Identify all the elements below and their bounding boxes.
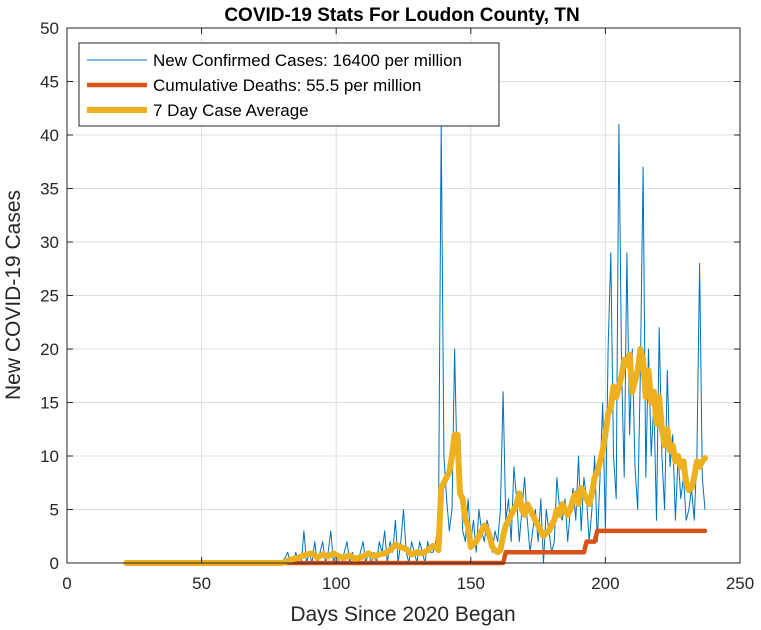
- x-tick-label: 100: [322, 574, 350, 593]
- x-tick-label: 250: [726, 574, 754, 593]
- y-tick-label: 20: [40, 340, 59, 359]
- legend-label-new-cases: New Confirmed Cases: 16400 per million: [153, 51, 462, 70]
- y-tick-label: 15: [40, 394, 59, 413]
- x-tick-label: 50: [192, 574, 211, 593]
- y-tick-label: 5: [50, 501, 59, 520]
- legend-label-deaths: Cumulative Deaths: 55.5 per million: [153, 76, 421, 95]
- y-tick-label: 40: [40, 126, 59, 145]
- plot-series: [123, 123, 708, 566]
- x-tick-label: 0: [62, 574, 71, 593]
- x-tick-label: 150: [457, 574, 485, 593]
- series-cumulative-deaths: [123, 528, 708, 566]
- legend-box: [78, 42, 500, 127]
- y-tick-label: 10: [40, 447, 59, 466]
- y-axis-label: New COVID-19 Cases: [2, 190, 25, 400]
- legend-label-7day-average: 7 Day Case Average: [153, 101, 309, 120]
- y-tick-label: 45: [40, 73, 59, 92]
- axis-ticks: 0 50 100 150 200 250 0 5 10 15 20 25 30 35 40 45 50: [40, 19, 754, 593]
- y-tick-label: 30: [40, 233, 59, 252]
- y-tick-label: 0: [50, 554, 59, 573]
- y-tick-label: 50: [40, 19, 59, 38]
- x-axis-label: Days Since 2020 Began: [290, 603, 515, 626]
- series-7-day-average: [123, 346, 708, 566]
- legend: New Confirmed Cases: 16400 per million C…: [78, 42, 500, 127]
- chart-title: COVID-19 Stats For Loudon County, TN: [224, 5, 579, 26]
- x-tick-label: 200: [591, 574, 619, 593]
- y-tick-label: 25: [40, 287, 59, 306]
- y-tick-label: 35: [40, 180, 59, 199]
